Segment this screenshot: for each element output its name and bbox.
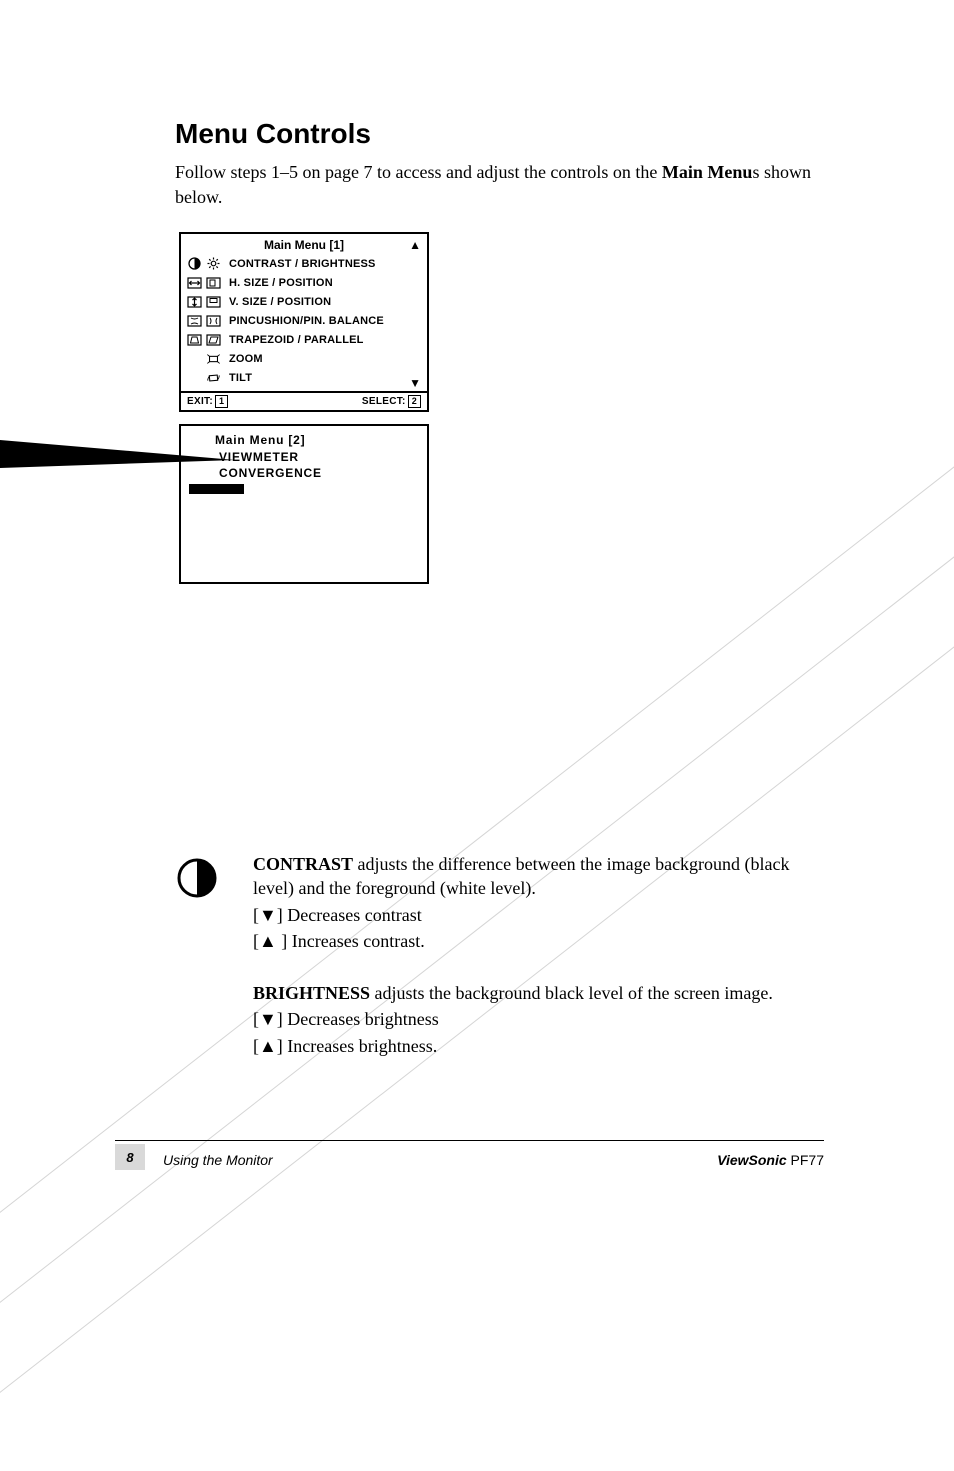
menu-item-label: H. SIZE / POSITION xyxy=(229,277,333,289)
select-label: SELECT:2 xyxy=(362,395,421,408)
contrast-decrease: [▼] Decreases contrast xyxy=(253,903,825,927)
brightness-description: BRIGHTNESS adjusts the background black … xyxy=(253,981,825,1058)
intro-text-pre: Follow steps 1–5 on page 7 to access and… xyxy=(175,162,662,182)
tilt-icon xyxy=(206,371,221,384)
page-number: 8 xyxy=(115,1144,145,1170)
vsize-icon xyxy=(187,295,202,308)
pin-balance-icon xyxy=(206,314,221,327)
exit-label: EXIT:1 xyxy=(187,395,228,408)
parallel-icon xyxy=(206,333,221,346)
menu-item-label: TILT xyxy=(229,372,252,384)
menu-item-trapezoid: TRAPEZOID / PARALLEL xyxy=(187,330,421,349)
page-footer: 8 Using the Monitor ViewSonic PF77 xyxy=(115,1140,824,1173)
menu-item-label: TRAPEZOID / PARALLEL xyxy=(229,334,364,346)
footer-model: PF77 xyxy=(787,1152,824,1168)
contrast-text: CONTRAST adjusts the difference between … xyxy=(253,852,825,955)
menu1-title: Main Menu [1] xyxy=(181,234,427,252)
menu-item-label: CONTRAST / BRIGHTNESS xyxy=(229,258,376,270)
brightness-decrease: [▼] Decreases brightness xyxy=(253,1007,825,1031)
menu-item-label: PINCUSHION/PIN. BALANCE xyxy=(229,315,384,327)
footer-right: ViewSonic PF77 xyxy=(717,1152,824,1168)
select-key: 2 xyxy=(408,395,421,408)
brightness-icon xyxy=(206,257,221,270)
contrast-description: CONTRAST adjusts the difference between … xyxy=(175,852,825,955)
menu-item-contrast-brightness: CONTRAST / BRIGHTNESS xyxy=(187,254,421,273)
brightness-term: BRIGHTNESS xyxy=(253,983,370,1003)
menu-item-pincushion: PINCUSHION/PIN. BALANCE xyxy=(187,311,421,330)
footer-section: Using the Monitor xyxy=(163,1152,273,1168)
footer-brand: ViewSonic xyxy=(717,1152,787,1168)
blank-icon xyxy=(187,371,202,384)
description-section: CONTRAST adjusts the difference between … xyxy=(175,852,825,1060)
menu-item-hsize-position: H. SIZE / POSITION xyxy=(187,273,421,292)
menu2-title: Main Menu [2] xyxy=(181,432,427,448)
contrast-increase: [▲ ] Increases contrast. xyxy=(253,929,825,953)
menu-item-tilt: TILT xyxy=(187,368,421,387)
menu1-footer: EXIT:1 SELECT:2 xyxy=(181,391,427,410)
footer-left: 8 Using the Monitor xyxy=(115,1147,273,1173)
vpos-icon xyxy=(206,295,221,308)
scroll-up-icon: ▲ xyxy=(409,238,421,252)
hsize-icon xyxy=(187,276,202,289)
menu1-items: CONTRAST / BRIGHTNESS H. SIZE / POSITION xyxy=(181,252,427,391)
trapezoid-icon xyxy=(187,333,202,346)
menu-item-zoom: ZOOM xyxy=(187,349,421,368)
menu-item-label: ZOOM xyxy=(229,353,263,365)
main-menu-2: Main Menu [2] VIEWMETER CONVERGENCE xyxy=(179,424,429,584)
brightness-body: adjusts the background black level of th… xyxy=(370,983,773,1003)
menu-item-label: V. SIZE / POSITION xyxy=(229,296,331,308)
intro-bold: Main Menu xyxy=(662,162,753,182)
brightness-increase: [▲] Increases brightness. xyxy=(253,1034,825,1058)
intro-paragraph: Follow steps 1–5 on page 7 to access and… xyxy=(175,160,824,210)
blank-icon xyxy=(187,352,202,365)
page-title: Menu Controls xyxy=(175,118,824,150)
contrast-term: CONTRAST xyxy=(253,854,353,874)
pincushion-icon xyxy=(187,314,202,327)
menu2-item-viewmeter: VIEWMETER xyxy=(181,449,427,465)
zoom-icon xyxy=(206,352,221,365)
menu2-item-convergence: CONVERGENCE xyxy=(181,465,427,481)
scroll-down-icon: ▼ xyxy=(409,376,421,390)
menu-item-vsize-position: V. SIZE / POSITION xyxy=(187,292,421,311)
hpos-icon xyxy=(206,276,221,289)
main-menu-1: ▲ Main Menu [1] CONTRAST / BRIGHTNESS xyxy=(179,232,429,412)
contrast-icon xyxy=(187,257,202,270)
exit-key: 1 xyxy=(215,395,228,408)
contrast-large-icon xyxy=(175,852,225,900)
menu2-highlight-bar xyxy=(189,484,244,494)
